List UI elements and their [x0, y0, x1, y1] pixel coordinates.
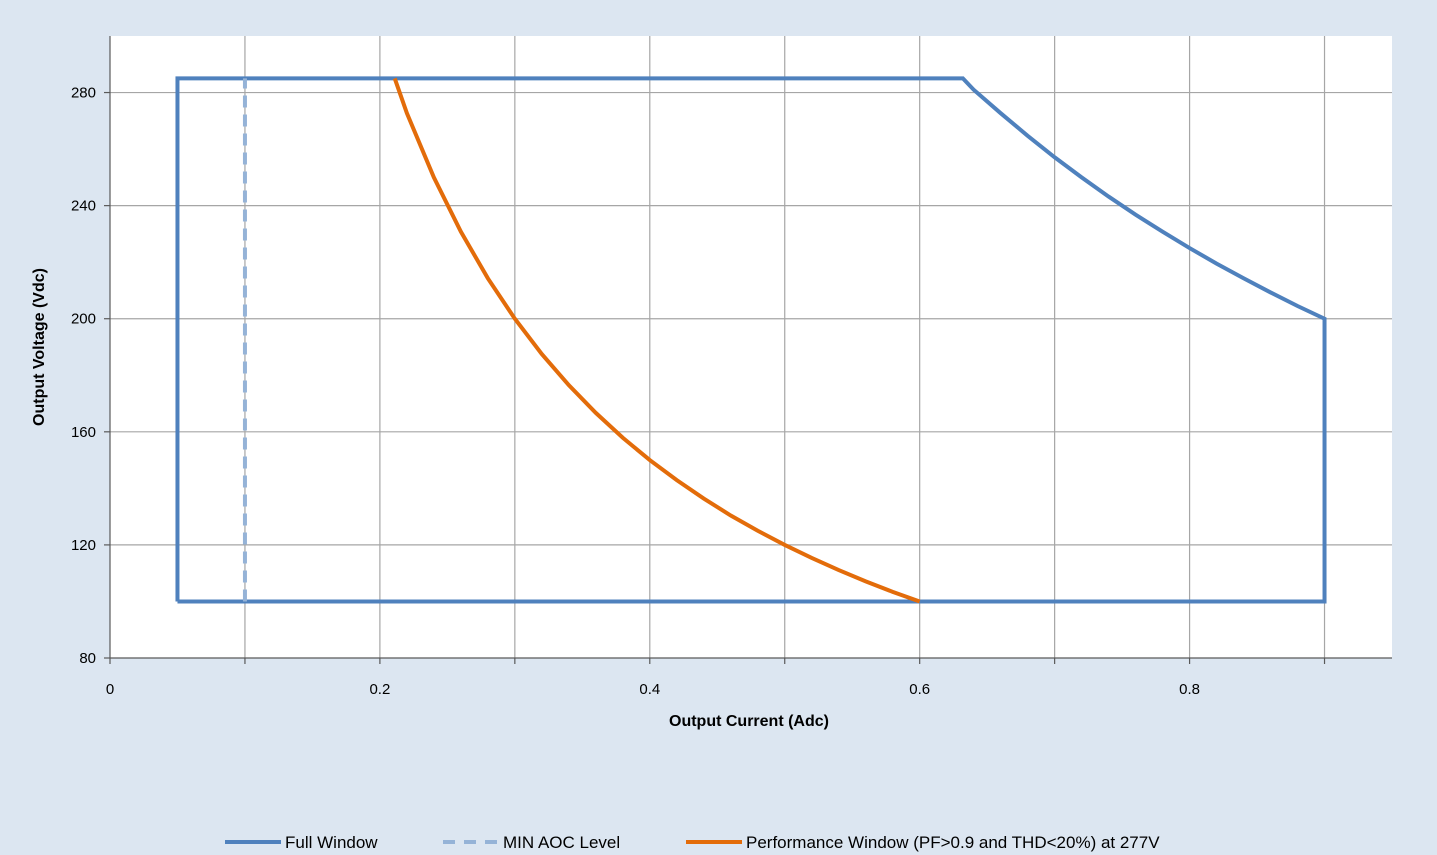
y-tick-label: 200 [71, 311, 96, 328]
y-tick-label: 120 [71, 537, 96, 554]
legend-label: Full Window [285, 833, 378, 852]
y-axis-title: Output Voltage (Vdc) [31, 268, 48, 426]
tick-labels: 80 120 160 200 240 280 0 0.2 0.4 0.6 0.8 [71, 85, 1200, 698]
legend-label: MIN AOC Level [503, 833, 620, 852]
plot-area [110, 36, 1392, 658]
x-axis-title: Output Current (Adc) [669, 713, 829, 730]
x-tick-label: 0.6 [909, 681, 930, 698]
x-tick-label: 0.2 [369, 681, 390, 698]
legend-item-performance-window: Performance Window (PF>0.9 and THD<20%) … [686, 833, 1160, 852]
legend-item-min-aoc-level: MIN AOC Level [443, 833, 620, 852]
y-tick-label: 160 [71, 424, 96, 441]
x-tick-label: 0.8 [1179, 681, 1200, 698]
series-group [175, 76, 1327, 604]
y-tick-label: 80 [79, 650, 96, 667]
full-window-line [175, 76, 1327, 604]
legend: Full Window MIN AOC Level Performance Wind… [225, 833, 1160, 852]
legend-label: Performance Window (PF>0.9 and THD<20%) … [746, 833, 1160, 852]
performance-window-line [392, 77, 921, 604]
axes [104, 36, 1392, 664]
gridlines [110, 36, 1392, 658]
y-tick-label: 280 [71, 85, 96, 102]
y-tick-label: 240 [71, 198, 96, 215]
legend-item-full-window: Full Window [225, 833, 378, 852]
x-tick-label: 0.4 [639, 681, 660, 698]
x-tick-label: 0 [106, 681, 114, 698]
